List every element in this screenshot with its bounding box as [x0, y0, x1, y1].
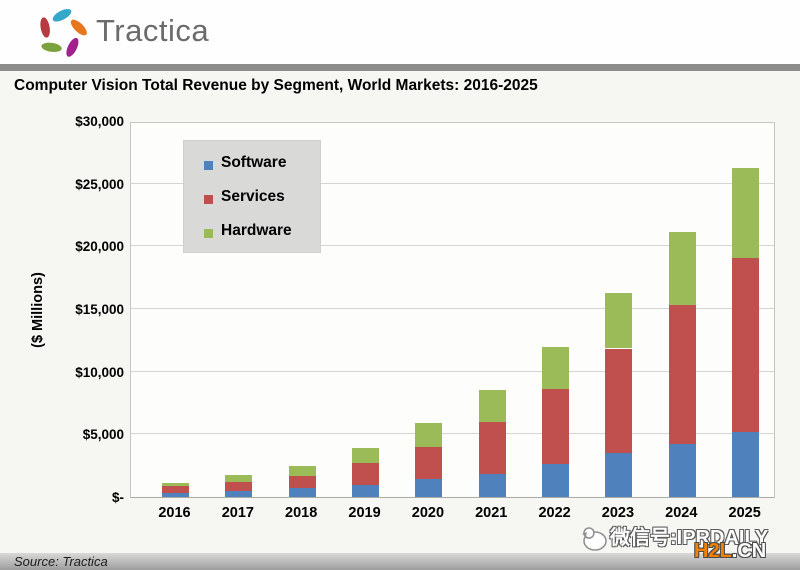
bar-segment-services	[352, 462, 380, 486]
bar-segment-services	[288, 476, 316, 489]
site-watermark-cn: .CN	[731, 540, 767, 562]
legend-item-services: Services	[204, 188, 320, 219]
stacked-bar-2025	[732, 168, 760, 497]
bar-segment-hardware	[542, 346, 570, 389]
wechat-id-watermark: 微信号:IPRDAILY	[610, 527, 769, 549]
y-tick-label: $25,000	[75, 176, 124, 192]
x-tick-label: 2018	[285, 505, 318, 521]
bar-segment-software	[542, 463, 570, 497]
x-tick-label: 2022	[538, 505, 571, 521]
stacked-bar-2020	[415, 423, 443, 497]
bar-segment-services	[225, 481, 253, 492]
stacked-bar-2016	[162, 483, 189, 497]
logo-petal	[41, 42, 62, 53]
bar-segment-services	[162, 486, 189, 494]
bar-segment-services	[605, 348, 633, 453]
bar-segment-hardware	[605, 293, 633, 349]
gridline	[131, 308, 774, 309]
gridline	[131, 245, 774, 247]
legend-swatch-software	[204, 161, 213, 170]
bar-segment-services	[415, 446, 443, 479]
bar-segment-hardware	[162, 483, 189, 487]
stacked-bar-2022	[542, 346, 570, 497]
y-tick-label: $15,000	[75, 302, 124, 317]
header: Tractica	[0, 0, 800, 64]
tractica-logo-icon	[40, 9, 87, 57]
chart-title: Computer Vision Total Revenue by Segment…	[14, 77, 538, 94]
plot-area: Software Services Hardware	[130, 122, 775, 498]
logo-petal	[52, 9, 72, 22]
bar-segment-hardware	[415, 423, 443, 447]
bar-segment-software	[415, 478, 443, 497]
watermark: 微信号:IPRDAILY H2L.CN	[578, 519, 798, 563]
bar-segment-hardware	[478, 390, 506, 423]
bar-segment-hardware	[225, 475, 253, 482]
x-tick-label: 2020	[411, 505, 445, 521]
y-tick-label: $30,000	[75, 114, 124, 129]
logo-petal	[66, 37, 79, 57]
legend-label: Services	[221, 188, 285, 205]
gridline	[131, 182, 774, 184]
x-tick-label: 2019	[348, 505, 381, 521]
legend-swatch-hardware	[204, 229, 213, 238]
source-bar: Source: Tractica	[0, 553, 800, 570]
stacked-bar-2017	[225, 475, 253, 497]
stacked-bar-2023	[605, 293, 633, 497]
gridline	[131, 433, 774, 435]
y-tick-label: $5,000	[82, 427, 124, 443]
stacked-bar-2021	[478, 390, 506, 497]
bar-segment-software	[288, 488, 316, 497]
bar-segment-services	[668, 304, 696, 444]
site-watermark-h2l: H2L	[694, 540, 732, 562]
x-tick-label: 2016	[158, 505, 191, 521]
bar-segment-hardware	[668, 231, 696, 305]
bar-segment-software	[478, 473, 506, 497]
legend-label: Software	[221, 154, 287, 171]
bar-segment-services	[732, 257, 760, 432]
bar-segment-hardware	[352, 448, 380, 463]
legend-swatch-services	[204, 195, 213, 204]
stacked-bar-2018	[288, 465, 316, 497]
legend-item-software: Software	[204, 154, 320, 185]
gridline	[131, 370, 774, 372]
bar-segment-software	[352, 485, 380, 497]
bar-segment-software	[162, 493, 189, 497]
x-tick-label: 2017	[221, 505, 254, 521]
y-tick-label: $-	[111, 490, 124, 505]
legend-label: Hardware	[221, 222, 292, 239]
legend: Software Services Hardware	[183, 140, 321, 253]
bar-segment-hardware	[288, 465, 316, 477]
header-divider	[0, 64, 800, 71]
logo-petal	[40, 17, 50, 38]
x-tick-label: 2021	[475, 505, 508, 521]
source-text: Source: Tractica	[14, 554, 108, 569]
bar-segment-services	[478, 422, 506, 474]
bar-segment-software	[605, 452, 633, 497]
y-tick-label: $20,000	[75, 239, 124, 255]
legend-item-hardware: Hardware	[204, 222, 320, 253]
logo-petal	[70, 19, 87, 36]
x-tick-label: 2025	[728, 505, 761, 521]
x-tick-label: 2024	[665, 505, 698, 521]
y-tick-label: $10,000	[75, 364, 124, 380]
bar-segment-services	[542, 388, 570, 464]
bar-segment-hardware	[732, 168, 760, 258]
bar-segment-software	[668, 443, 696, 497]
stacked-bar-2019	[352, 448, 380, 497]
wechat-mascot-icon	[582, 527, 607, 551]
bar-segment-software	[225, 491, 253, 497]
x-tick-label: 2023	[601, 505, 635, 521]
brand-name: Tractica	[96, 13, 210, 48]
site-watermark: H2L.CN	[694, 540, 766, 563]
bar-segment-software	[732, 431, 760, 497]
stacked-bar-2024	[668, 231, 696, 497]
